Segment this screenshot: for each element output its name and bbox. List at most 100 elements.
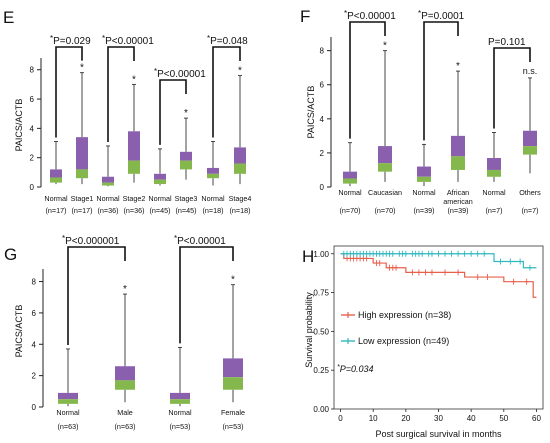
y-tick-label: 2 xyxy=(320,149,325,158)
p-text: P=0.0001 xyxy=(421,11,465,22)
p-star: * xyxy=(418,9,421,18)
panel-f: F 0 2 4 6 8 PAICS/ACTB Normal (n=70) * Caucasian (n… xyxy=(300,7,541,215)
p-value-label: *P<0.00001 xyxy=(154,67,206,80)
box-upper xyxy=(58,392,78,400)
y-axis-label: PAICS/ACTB xyxy=(14,99,24,152)
p-star: * xyxy=(154,67,157,76)
count-label: (n=7) xyxy=(522,206,539,215)
box-lower xyxy=(234,163,246,174)
box-upper xyxy=(50,169,62,178)
box-lower xyxy=(170,399,190,404)
y-tick-label: 8 xyxy=(30,66,35,75)
x-tick-label: 40 xyxy=(467,414,476,423)
count-label: (n=17) xyxy=(46,206,67,215)
box-upper xyxy=(154,173,166,180)
count-label: (n=63) xyxy=(115,422,136,431)
significance-star: * xyxy=(456,61,460,72)
count-label: (n=39) xyxy=(448,206,469,215)
panel-g: G 0 2 4 6 8 PAICS/ACTB Normal (n=63) * Male (n=63) N… xyxy=(4,234,245,431)
box-group xyxy=(50,141,62,185)
box-lower xyxy=(115,380,135,390)
count-label: (n=53) xyxy=(223,422,244,431)
count-label: (n=70) xyxy=(340,206,361,215)
box-upper xyxy=(343,171,357,179)
panel-e: E02468PAICS/ACTBNormal(n=17)*Stage1(n=17… xyxy=(3,8,251,215)
box-upper xyxy=(523,130,537,147)
plot-frame xyxy=(333,245,544,410)
y-tick-label: 1.00 xyxy=(313,250,329,259)
count-label: (n=45) xyxy=(150,206,171,215)
box-lower xyxy=(378,163,392,172)
category-label: Normal xyxy=(44,194,68,203)
y-tick-label: 4 xyxy=(320,115,325,124)
significance-bracket xyxy=(107,46,135,142)
category-label: Stage1 xyxy=(71,194,94,203)
box-group xyxy=(170,346,190,407)
box-upper xyxy=(180,151,192,161)
box-upper xyxy=(378,146,392,164)
box-upper xyxy=(170,392,190,400)
box-group: * xyxy=(115,284,135,403)
legend-label: High expression (n=38) xyxy=(358,310,451,320)
box-lower xyxy=(58,399,78,404)
x-tick-label: 0 xyxy=(338,414,343,423)
significance-bracket xyxy=(349,21,386,139)
p-text: P=0.048 xyxy=(210,36,248,47)
box-group xyxy=(207,141,219,186)
significance-star: * xyxy=(238,66,242,77)
category-label: Stage3 xyxy=(175,194,198,203)
p-text: P=0.029 xyxy=(53,36,91,47)
panel-letter: F xyxy=(300,7,310,26)
p-value-label: *P<0.00001 xyxy=(174,234,226,247)
legend-entry-low: Low expression (n=49) xyxy=(341,336,449,346)
p-star: * xyxy=(174,234,177,243)
count-label: (n=36) xyxy=(124,206,145,215)
ns-annotation: n.s. xyxy=(523,66,538,76)
p-value-label: P=0.101 xyxy=(488,37,526,48)
significance-star: * xyxy=(184,108,188,119)
significance-star: * xyxy=(231,275,235,286)
box-lower xyxy=(50,177,62,183)
significance-bracket xyxy=(212,46,241,138)
x-tick-label: 30 xyxy=(434,414,443,423)
category-label: African xyxy=(447,188,469,197)
y-tick-label: 0 xyxy=(30,183,35,192)
box-lower xyxy=(154,179,166,185)
x-tick-label: 10 xyxy=(369,414,378,423)
category-label: Female xyxy=(221,408,245,417)
p-text: P<0.00001 xyxy=(157,69,206,80)
y-axis-label: PAICS/ACTB xyxy=(306,86,316,139)
y-tick-label: 8 xyxy=(320,47,325,56)
box-group xyxy=(343,142,357,187)
category-label: Normal xyxy=(96,194,120,203)
p-value-label: *P=0.0001 xyxy=(418,9,465,22)
box-group: * xyxy=(234,66,246,185)
p-value-label: *P<0.00001 xyxy=(102,34,154,47)
x-tick-label: 20 xyxy=(401,414,410,423)
category-label: Stage4 xyxy=(229,194,252,203)
legend-entry-high: High expression (n=38) xyxy=(341,310,451,320)
box-lower xyxy=(451,156,465,170)
x-tick-label: 50 xyxy=(499,414,508,423)
panel-letter: G xyxy=(4,245,17,264)
box-lower xyxy=(180,160,192,170)
x-axis-label: Post surgical survival in months xyxy=(375,429,502,439)
count-label: (n=39) xyxy=(414,206,435,215)
box-lower xyxy=(76,169,88,179)
count-label: (n=17) xyxy=(72,206,93,215)
count-label: (n=70) xyxy=(375,206,396,215)
y-tick-label: 0.00 xyxy=(313,405,329,414)
box-lower xyxy=(523,146,537,155)
series-low-expression xyxy=(340,250,537,271)
significance-bracket xyxy=(159,79,187,145)
box-group xyxy=(102,145,114,187)
box-upper xyxy=(128,131,140,161)
box-upper xyxy=(451,135,465,157)
box-group xyxy=(487,132,501,182)
y-tick-label: 0 xyxy=(32,403,37,412)
box-upper xyxy=(234,147,246,164)
y-tick-label: 8 xyxy=(32,278,37,287)
x-tick-label: 60 xyxy=(532,414,541,423)
category-label: Normal xyxy=(56,408,80,417)
box-group: * xyxy=(378,41,392,182)
